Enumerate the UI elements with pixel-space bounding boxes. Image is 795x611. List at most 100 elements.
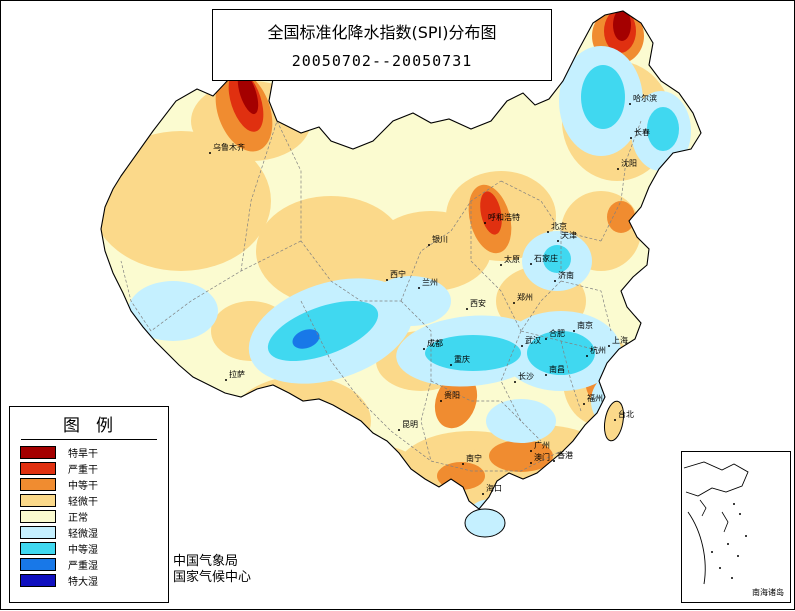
taiwan-island	[603, 400, 625, 442]
south-china-sea-inset: 南海诸岛	[681, 451, 791, 603]
city-label: 海口	[486, 484, 502, 493]
city-label: 香港	[557, 451, 573, 460]
map-title: 全国标准化降水指数(SPI)分布图	[267, 23, 497, 42]
city-label: 上海	[612, 336, 628, 345]
inset-map	[683, 461, 749, 585]
legend: 图例 特旱干 严重干 中等干 轻微干 正常 轻微湿 中等湿 严重湿 特大湿	[9, 406, 169, 603]
city-label: 西安	[470, 299, 486, 308]
legend-item-label: 严重干	[68, 464, 98, 476]
city-marker	[450, 364, 452, 366]
legend-item: 特大湿	[20, 572, 168, 588]
city-marker	[586, 355, 588, 357]
legend-swatch	[20, 461, 56, 475]
city-label: 拉萨	[229, 370, 245, 379]
province-boundaries	[120, 120, 642, 472]
city-label: 南昌	[549, 365, 565, 374]
city-label: 济南	[558, 271, 574, 280]
legend-item: 中等干	[20, 476, 168, 492]
city-label: 台北	[618, 410, 634, 419]
legend-item-label: 严重湿	[68, 560, 98, 572]
legend-item-label: 轻微干	[68, 496, 98, 508]
city-label: 合肥	[549, 329, 565, 338]
legend-swatch	[20, 525, 56, 539]
city-marker	[482, 493, 484, 495]
city-label: 长沙	[518, 372, 534, 381]
city-label: 成都	[427, 339, 443, 348]
city-marker	[398, 429, 400, 431]
city-marker	[630, 137, 632, 139]
city-marker	[466, 308, 468, 310]
map-date-range: 20050702--20050731	[291, 52, 473, 70]
city-marker	[530, 462, 532, 464]
legend-item: 轻微湿	[20, 524, 168, 540]
city-marker	[521, 345, 523, 347]
legend-swatch	[20, 493, 56, 507]
city-label: 北京	[551, 222, 567, 231]
legend-swatch	[20, 477, 56, 491]
city-label: 乌鲁木齐	[213, 143, 245, 152]
city-label: 南京	[577, 321, 593, 330]
city-label: 西宁	[390, 270, 406, 279]
city-marker	[553, 460, 555, 462]
spi-field	[101, 11, 701, 509]
city-label: 天津	[561, 231, 577, 240]
city-label: 兰州	[422, 278, 438, 287]
city-marker	[557, 240, 559, 242]
legend-item-label: 中等湿	[68, 544, 98, 556]
legend-title: 图例	[63, 416, 129, 436]
legend-item: 严重湿	[20, 556, 168, 572]
legend-item: 正常	[20, 508, 168, 524]
hainan-island	[464, 508, 506, 538]
city-marker	[583, 403, 585, 405]
legend-swatch	[20, 445, 56, 459]
legend-swatch	[20, 557, 56, 571]
city-label: 银川	[432, 235, 448, 244]
city-marker	[423, 348, 425, 350]
city-label: 太原	[504, 255, 520, 264]
spi-severe-wet-areas	[292, 329, 320, 349]
national-boundary	[100, 10, 702, 510]
city-marker	[545, 374, 547, 376]
city-label: 南宁	[466, 454, 482, 463]
city-marker	[614, 419, 616, 421]
credits-line-1: 中国气象局	[173, 554, 239, 569]
city-label: 郑州	[517, 293, 533, 302]
city-label: 广州	[534, 441, 550, 450]
city-label: 哈尔滨	[633, 94, 657, 103]
legend-item-label: 轻微湿	[68, 528, 98, 540]
city-marker	[209, 152, 211, 154]
legend-item-label: 特大湿	[68, 576, 98, 588]
city-label: 福州	[587, 394, 603, 403]
city-label: 石家庄	[534, 254, 558, 263]
city-marker	[608, 345, 610, 347]
legend-item: 严重干	[20, 460, 168, 476]
city-label: 武汉	[525, 336, 541, 345]
legend-swatch	[20, 541, 56, 555]
city-marker	[514, 381, 516, 383]
credits-line-2: 国家气候中心	[173, 570, 252, 585]
city-label: 沈阳	[621, 159, 637, 168]
city-label: 呼和浩特	[488, 213, 520, 222]
city-marker	[386, 279, 388, 281]
map-title-box: 全国标准化降水指数(SPI)分布图 20050702--20050731	[212, 9, 552, 81]
city-label: 重庆	[454, 355, 470, 364]
city-label: 昆明	[402, 420, 418, 429]
city-marker	[484, 222, 486, 224]
legend-swatch	[20, 573, 56, 587]
legend-item: 中等湿	[20, 540, 168, 556]
legend-divider	[21, 439, 157, 440]
city-marker	[617, 168, 619, 170]
inset-label: 南海诸岛	[752, 588, 784, 597]
city-marker	[440, 400, 442, 402]
city-marker	[554, 280, 556, 282]
legend-item-label: 正常	[68, 512, 88, 524]
city-marker	[428, 244, 430, 246]
spi-extreme-dry-areas	[237, 11, 631, 115]
city-marker	[500, 264, 502, 266]
city-marker	[545, 338, 547, 340]
legend-item-label: 中等干	[68, 480, 98, 492]
legend-items: 特旱干 严重干 中等干 轻微干 正常 轻微湿 中等湿 严重湿 特大湿	[10, 444, 168, 588]
city-label: 贵阳	[444, 391, 460, 400]
city-marker	[462, 463, 464, 465]
